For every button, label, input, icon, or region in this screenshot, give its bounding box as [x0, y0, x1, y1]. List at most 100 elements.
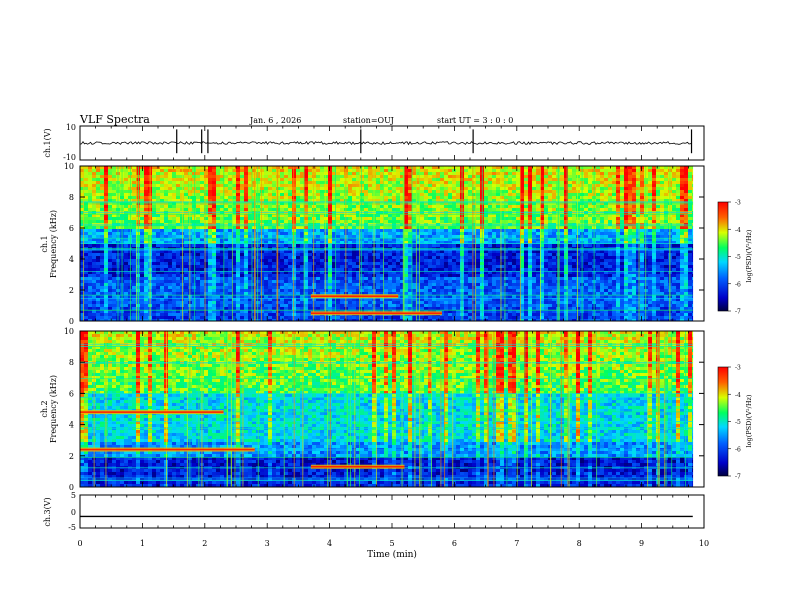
spectrogram-cell: [312, 241, 317, 245]
spectrogram-cell: [380, 205, 385, 209]
spectrogram-cell: [456, 226, 461, 230]
spectrogram-cell: [204, 301, 209, 305]
spectrogram-cell: [256, 175, 261, 179]
spectrogram-cell: [216, 259, 221, 263]
spectrogram-cell: [100, 286, 105, 290]
spectrogram-cell: [104, 187, 109, 191]
spectrogram-cell: [428, 223, 433, 227]
spectrogram-cell: [152, 280, 157, 284]
spectrogram-cell: [284, 166, 289, 170]
spectrogram-cell: [228, 298, 233, 302]
spectrogram-cell: [104, 208, 109, 212]
spectrogram-cell: [316, 169, 321, 173]
spectrogram-cell: [124, 181, 129, 185]
spectrogram-cell: [196, 295, 201, 299]
spectrogram-cell: [324, 199, 329, 203]
spectrogram-cell: [368, 241, 373, 245]
spectrogram-cell: [168, 226, 173, 230]
spectrogram-cell: [112, 304, 117, 308]
spectrogram-cell: [100, 262, 105, 266]
spectrogram-cell: [388, 214, 393, 218]
spectrogram-cell: [324, 316, 329, 320]
spectrogram-cell: [144, 259, 149, 263]
spectrogram-cell: [312, 274, 317, 278]
spectrogram-cell: [332, 226, 337, 230]
spectrogram-cell: [376, 175, 381, 179]
spectrogram-cell: [400, 184, 405, 188]
spectrogram-cell: [440, 307, 445, 311]
spectrogram-cell: [448, 310, 453, 314]
spectrogram-cell: [364, 268, 369, 272]
spectrogram-cell: [112, 301, 117, 305]
spectrogram-cell: [164, 259, 169, 263]
spectrogram-cell: [200, 184, 205, 188]
spectrogram-cell: [420, 235, 425, 239]
spectrogram-cell: [184, 313, 189, 317]
spectrogram-cell: [268, 283, 273, 287]
spectrogram-cell: [332, 316, 337, 320]
spectrogram-cell: [168, 274, 173, 278]
spectrogram-cell: [192, 268, 197, 272]
spectrogram-cell: [296, 259, 301, 263]
spectrogram-cell: [288, 229, 293, 233]
spectrogram-cell: [352, 238, 357, 242]
spectrogram-cell: [228, 313, 233, 317]
spectrogram-cell: [396, 226, 401, 230]
spectrogram-cell: [356, 229, 361, 233]
spectrogram-cell: [300, 214, 305, 218]
spectrogram-cell: [328, 304, 333, 308]
spectrogram-cell: [424, 229, 429, 233]
spectrogram-cell: [440, 199, 445, 203]
spectrogram-cell: [296, 208, 301, 212]
spectrogram-cell: [300, 295, 305, 299]
spectrogram-cell: [156, 283, 161, 287]
spectrogram-cell: [216, 214, 221, 218]
spectrogram-cell: [244, 181, 249, 185]
spectrogram-cell: [380, 262, 385, 266]
spectrogram-cell: [168, 271, 173, 275]
spectrogram-cell: [88, 187, 93, 191]
spectrogram-cell: [88, 313, 93, 317]
spectrogram-cell: [424, 316, 429, 320]
spectrogram-cell: [392, 238, 397, 242]
spectrogram-cell: [448, 193, 453, 197]
spectrogram-cell: [300, 193, 305, 197]
spectrogram-cell: [280, 244, 285, 248]
spectrogram-cell: [104, 223, 109, 227]
spectrogram-cell: [340, 244, 345, 248]
spectrogram-cell: [224, 268, 229, 272]
spectrogram-cell: [96, 220, 101, 224]
spectrogram-cell: [132, 292, 137, 296]
spectrogram-cell: [312, 217, 317, 221]
spectrogram-cell: [140, 253, 145, 257]
spectrogram-cell: [380, 187, 385, 191]
spectrogram-cell: [184, 199, 189, 203]
spectrogram-cell: [292, 235, 297, 239]
spectrogram-cell: [304, 310, 309, 314]
spectrogram-cell: [328, 280, 333, 284]
spectrogram-cell: [212, 181, 217, 185]
spectrogram-cell: [212, 304, 217, 308]
spectrogram-cell: [308, 286, 313, 290]
spectrogram-cell: [132, 289, 137, 293]
spectrogram-cell: [216, 241, 221, 245]
spectrogram-cell: [256, 238, 261, 242]
spectrogram-cell: [364, 226, 369, 230]
spectrogram-cell: [428, 175, 433, 179]
spectrogram-cell: [84, 304, 89, 308]
spectrogram-cell: [168, 193, 173, 197]
spectrogram-cell: [160, 223, 165, 227]
figure-title: VLF Spectra: [79, 113, 150, 126]
spectrogram-cell: [352, 193, 357, 197]
spectrogram-cell: [368, 226, 373, 230]
spectrogram-cell: [336, 262, 341, 266]
spectrogram-cell: [164, 316, 169, 320]
spectrogram-cell: [396, 304, 401, 308]
spectrogram-cell: [168, 277, 173, 281]
spectrogram-cell: [364, 259, 369, 263]
spectrogram-cell: [200, 295, 205, 299]
spectrogram-cell: [396, 205, 401, 209]
spectrogram-cell: [272, 166, 277, 170]
spectrogram-cell: [348, 235, 353, 239]
spectrogram-cell: [456, 196, 461, 200]
